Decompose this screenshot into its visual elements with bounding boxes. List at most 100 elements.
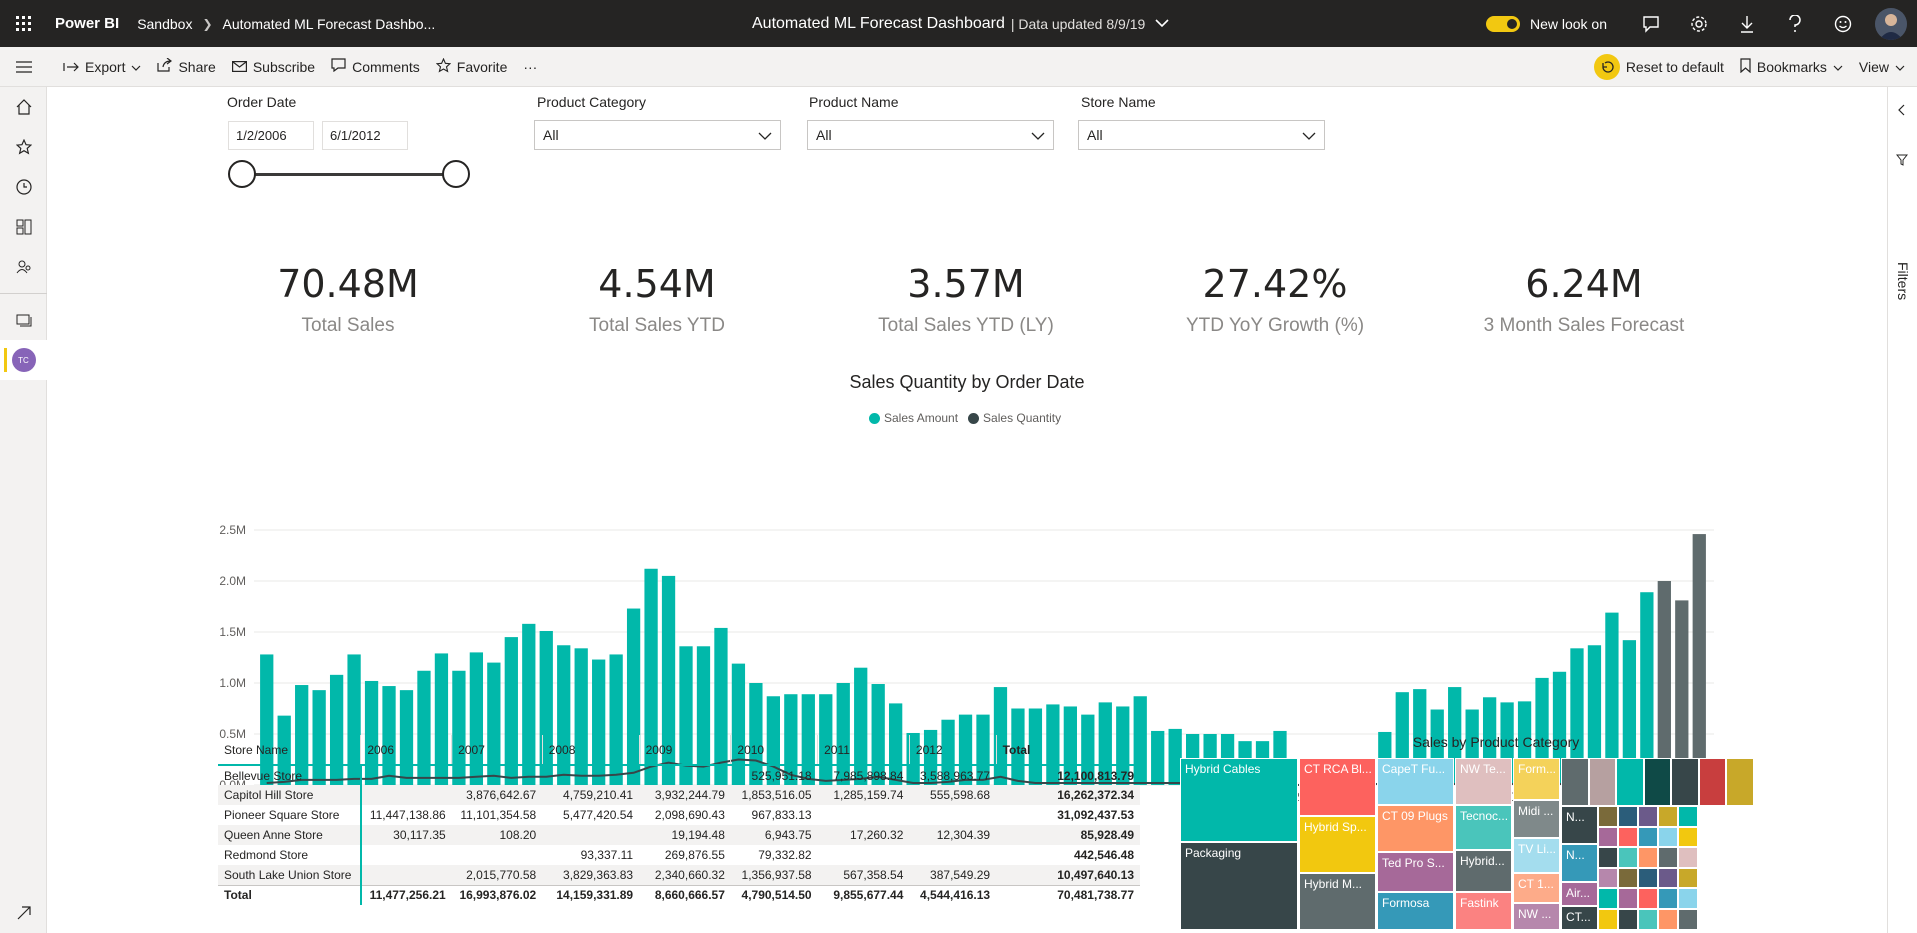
matrix-row[interactable]: Bellevue Store 525,951.18 7,985,898.84 3,58… [218, 765, 1140, 785]
matrix-column-header[interactable]: 2009 [639, 735, 732, 766]
product-name-dropdown[interactable]: All [807, 120, 1054, 150]
start-date-input[interactable]: 1/2/2006 [228, 121, 314, 150]
matrix-row[interactable]: South Lake Union Store 2,015,770.58 3,829,… [218, 865, 1140, 885]
date-range-end-handle[interactable] [442, 160, 470, 188]
treemap-tile[interactable] [1618, 847, 1638, 868]
matrix-column-header[interactable]: 2012 [909, 735, 997, 766]
bookmarks-button[interactable]: Bookmarks [1740, 58, 1843, 76]
settings-gear-icon[interactable] [1675, 0, 1723, 47]
matrix-column-header[interactable]: 2006 [360, 735, 453, 766]
view-button[interactable]: View [1859, 59, 1905, 75]
treemap-tile[interactable] [1638, 867, 1658, 889]
brand-name[interactable]: Power BI [55, 15, 120, 32]
share-button[interactable]: Share [157, 57, 216, 75]
current-workspace[interactable]: TC [0, 340, 47, 380]
help-icon[interactable] [1771, 0, 1819, 47]
matrix-column-header[interactable]: 2011 [817, 735, 910, 766]
home-icon[interactable] [0, 87, 47, 127]
matrix-column-header[interactable]: 2010 [730, 735, 819, 766]
treemap-tile[interactable] [1638, 847, 1658, 868]
treemap-tile[interactable]: Form... [1513, 758, 1560, 800]
treemap-tile[interactable] [1598, 888, 1618, 909]
legend-sales-amount[interactable]: Sales Amount [884, 411, 959, 425]
treemap-tile[interactable] [1618, 909, 1638, 930]
treemap-tile[interactable]: CT RCA Bl... [1299, 758, 1376, 816]
matrix-row[interactable]: Pioneer Square Store 11,447,138.86 11,101,… [218, 805, 1140, 825]
treemap-tile[interactable]: Packaging [1180, 842, 1298, 930]
hamburger-menu-icon[interactable] [0, 60, 47, 73]
matrix-row[interactable]: Capitol Hill Store 3,876,642.67 4,759,210.… [218, 785, 1140, 805]
treemap-tile[interactable] [1588, 758, 1616, 806]
treemap-tile[interactable]: Fastink [1455, 892, 1512, 930]
matrix-row[interactable]: Queen Anne Store 30,117.35 108.20 19,194.48… [218, 825, 1140, 845]
treemap-tile[interactable]: Midi ... [1513, 800, 1560, 838]
treemap-tile[interactable] [1638, 888, 1658, 909]
chevron-down-icon[interactable] [1155, 15, 1169, 33]
favorite-button[interactable]: Favorite [435, 57, 507, 76]
treemap-tile[interactable] [1658, 826, 1678, 848]
treemap-tile[interactable]: Tecnoc... [1455, 805, 1512, 850]
matrix-row[interactable]: Redmond Store 93,337.11 269,876.55 79,332.8… [218, 845, 1140, 865]
comments-button[interactable]: Comments [331, 58, 420, 75]
legend-sales-quantity[interactable]: Sales Quantity [983, 411, 1062, 425]
end-date-input[interactable]: 6/1/2012 [322, 121, 408, 150]
treemap-tile[interactable] [1638, 826, 1658, 848]
filters-pane[interactable]: Filters [1887, 87, 1917, 933]
breadcrumb-workspace[interactable]: Sandbox [137, 15, 193, 32]
new-look-toggle[interactable] [1485, 15, 1520, 32]
expand-arrow-icon[interactable] [0, 893, 47, 933]
treemap-tile[interactable] [1658, 847, 1678, 868]
reset-to-default-button[interactable]: Reset to default [1593, 54, 1724, 80]
report-title-menu[interactable]: Automated ML Forecast Dashboard | Data u… [752, 0, 1169, 47]
download-icon[interactable] [1723, 0, 1771, 47]
treemap-tile[interactable]: Air... [1561, 882, 1598, 906]
treemap-tile[interactable] [1638, 909, 1658, 930]
matrix-column-header[interactable]: 2007 [451, 735, 543, 766]
treemap-tile[interactable] [1598, 867, 1618, 889]
treemap-tile[interactable] [1671, 758, 1699, 806]
treemap-tile[interactable] [1678, 806, 1698, 827]
treemap-tile[interactable]: Formosa [1377, 892, 1454, 930]
treemap-tile[interactable] [1678, 888, 1698, 909]
workspaces-icon[interactable] [0, 300, 47, 340]
treemap-tile[interactable] [1698, 758, 1726, 806]
treemap-tile[interactable]: CT... [1561, 906, 1598, 930]
treemap-tile[interactable] [1616, 758, 1644, 806]
treemap-tile[interactable] [1618, 806, 1638, 827]
treemap-tile[interactable] [1638, 806, 1658, 827]
store-name-dropdown[interactable]: All [1078, 120, 1325, 150]
treemap-tile[interactable] [1658, 888, 1678, 909]
treemap-tile[interactable] [1678, 826, 1698, 848]
more-options-button[interactable]: ··· [523, 59, 537, 75]
shared-with-me-icon[interactable] [0, 247, 47, 287]
treemap-tile[interactable]: TV Li... [1513, 838, 1560, 873]
matrix-column-header[interactable]: Total [996, 735, 1140, 766]
treemap-tile[interactable] [1618, 867, 1638, 889]
recent-clock-icon[interactable] [0, 167, 47, 207]
treemap-tile[interactable]: Hybrid Cables [1180, 758, 1298, 842]
treemap-tile[interactable] [1658, 806, 1678, 827]
feedback-smiley-icon[interactable] [1819, 0, 1867, 47]
treemap-tile[interactable]: Hybrid Sp... [1299, 816, 1376, 873]
treemap-tile[interactable]: NW ... [1513, 903, 1560, 930]
treemap-tile[interactable] [1598, 806, 1618, 827]
treemap-tile[interactable]: CT 1... [1513, 873, 1560, 903]
treemap-tile[interactable]: CapeT Fu... [1377, 758, 1454, 805]
treemap-tile[interactable] [1678, 847, 1698, 868]
treemap-tile[interactable] [1598, 826, 1618, 848]
treemap-tile[interactable] [1598, 909, 1618, 930]
treemap-tile[interactable] [1678, 909, 1698, 930]
matrix-column-header[interactable]: Store Name [218, 735, 362, 766]
matrix-column-header[interactable]: 2008 [542, 735, 640, 766]
treemap-tile[interactable]: Ted Pro S... [1377, 852, 1454, 892]
date-range-track[interactable] [242, 173, 456, 176]
treemap-tile[interactable]: Hybrid... [1455, 850, 1512, 892]
treemap-tile[interactable] [1658, 867, 1678, 889]
treemap-tile[interactable] [1726, 758, 1754, 806]
app-launcher-icon[interactable] [0, 0, 47, 47]
treemap-tile[interactable] [1643, 758, 1671, 806]
product-category-dropdown[interactable]: All [534, 120, 781, 150]
treemap-tile[interactable] [1598, 847, 1618, 868]
treemap-tile[interactable]: CT 09 Plugs [1377, 805, 1454, 852]
export-button[interactable]: Export [63, 59, 141, 75]
